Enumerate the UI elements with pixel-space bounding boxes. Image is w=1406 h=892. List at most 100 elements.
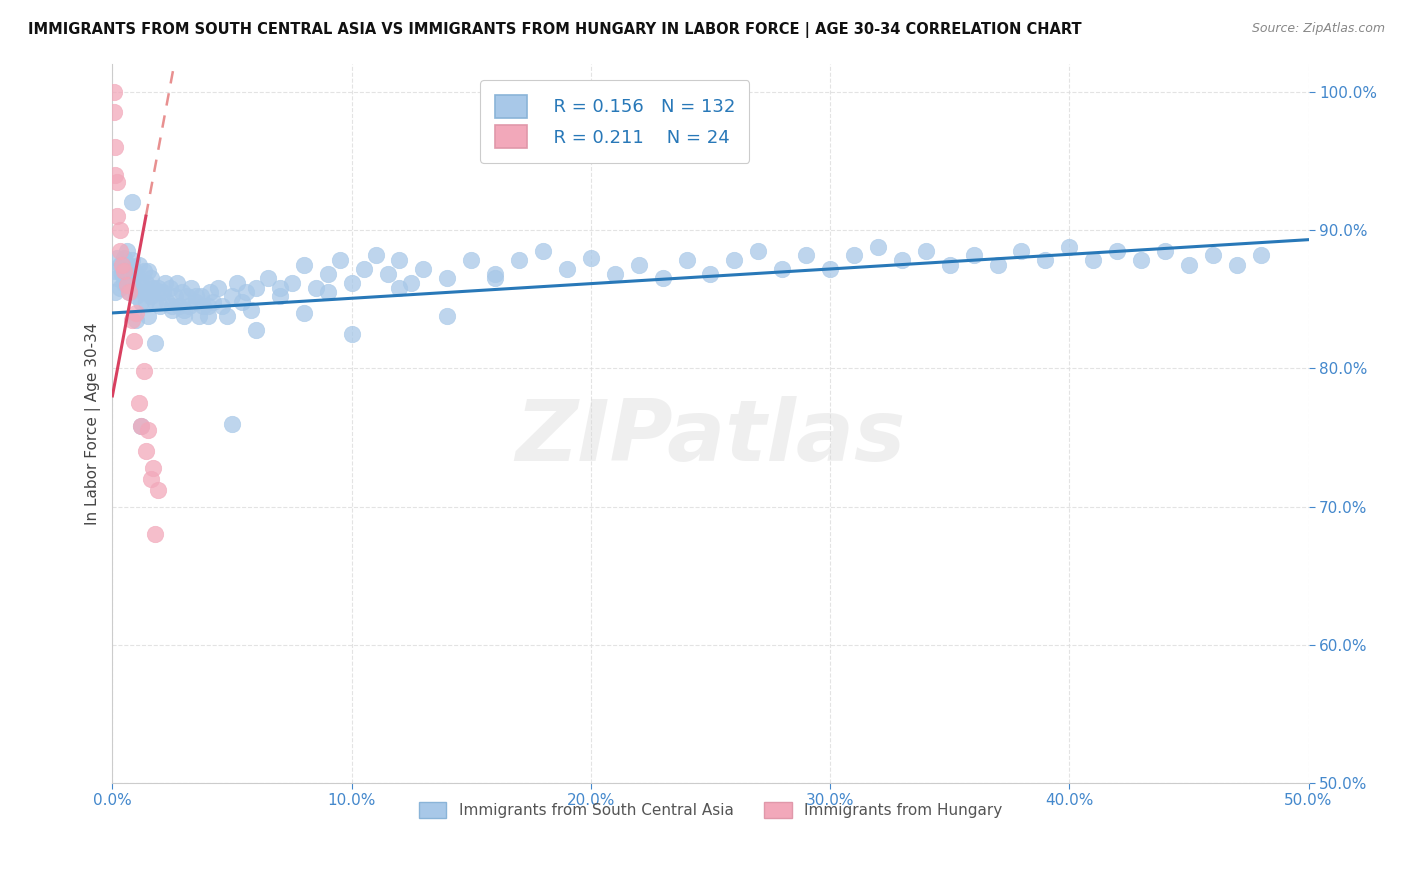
Point — [364, 248, 387, 262]
Point — [329, 253, 352, 268]
Point — [104, 168, 127, 182]
Point — [136, 285, 159, 300]
Point — [316, 285, 339, 300]
Point — [794, 248, 817, 262]
Point — [180, 281, 202, 295]
Point — [125, 313, 148, 327]
Point — [111, 258, 134, 272]
Point — [115, 244, 138, 258]
Point — [1250, 248, 1272, 262]
Point — [484, 271, 506, 285]
Point — [723, 253, 745, 268]
Point — [136, 309, 159, 323]
Point — [627, 258, 650, 272]
Point — [115, 261, 138, 276]
Point — [135, 276, 157, 290]
Point — [118, 258, 141, 272]
Point — [890, 253, 912, 268]
Point — [699, 267, 721, 281]
Point — [132, 264, 155, 278]
Point — [353, 261, 375, 276]
Point — [129, 419, 152, 434]
Point — [129, 276, 152, 290]
Point — [190, 289, 212, 303]
Point — [986, 258, 1008, 272]
Point — [173, 303, 195, 318]
Point — [231, 294, 253, 309]
Point — [139, 289, 162, 303]
Point — [1202, 248, 1225, 262]
Point — [118, 285, 141, 300]
Point — [197, 299, 219, 313]
Point — [1059, 239, 1081, 253]
Point — [118, 285, 141, 300]
Point — [153, 276, 176, 290]
Point — [460, 253, 482, 268]
Point — [129, 294, 152, 309]
Point — [200, 285, 222, 300]
Point — [747, 244, 769, 258]
Text: IMMIGRANTS FROM SOUTH CENTRAL ASIA VS IMMIGRANTS FROM HUNGARY IN LABOR FORCE | A: IMMIGRANTS FROM SOUTH CENTRAL ASIA VS IM… — [28, 22, 1081, 38]
Point — [105, 209, 128, 223]
Point — [257, 271, 280, 285]
Point — [121, 253, 143, 268]
Point — [962, 248, 984, 262]
Point — [160, 299, 183, 313]
Point — [146, 483, 169, 497]
Point — [149, 285, 172, 300]
Point — [108, 223, 131, 237]
Point — [132, 285, 155, 300]
Point — [108, 244, 131, 258]
Text: Source: ZipAtlas.com: Source: ZipAtlas.com — [1251, 22, 1385, 36]
Point — [207, 281, 229, 295]
Point — [412, 261, 434, 276]
Point — [240, 303, 263, 318]
Point — [1083, 253, 1105, 268]
Point — [818, 261, 841, 276]
Point — [112, 264, 135, 278]
Point — [166, 276, 188, 290]
Point — [938, 258, 960, 272]
Point — [377, 267, 399, 281]
Point — [281, 276, 304, 290]
Point — [170, 285, 193, 300]
Point — [555, 261, 578, 276]
Point — [152, 285, 174, 300]
Point — [603, 267, 626, 281]
Point — [125, 267, 148, 281]
Point — [186, 289, 208, 303]
Point — [169, 299, 191, 313]
Point — [1178, 258, 1201, 272]
Point — [105, 271, 128, 285]
Point — [128, 278, 150, 293]
Point — [211, 299, 233, 313]
Point — [163, 289, 186, 303]
Point — [292, 306, 315, 320]
Point — [388, 281, 411, 295]
Point — [145, 294, 167, 309]
Point — [108, 258, 131, 272]
Point — [388, 253, 411, 268]
Point — [914, 244, 936, 258]
Point — [316, 267, 339, 281]
Point — [1107, 244, 1129, 258]
Point — [269, 289, 291, 303]
Point — [122, 281, 145, 295]
Point — [305, 281, 328, 295]
Point — [156, 294, 179, 309]
Point — [104, 264, 127, 278]
Point — [149, 299, 172, 313]
Point — [193, 299, 215, 313]
Point — [104, 140, 127, 154]
Point — [139, 271, 162, 285]
Point — [531, 244, 554, 258]
Point — [770, 261, 793, 276]
Point — [122, 334, 145, 348]
Point — [1010, 244, 1032, 258]
Point — [1035, 253, 1057, 268]
Point — [484, 267, 506, 281]
Point — [508, 253, 530, 268]
Point — [176, 289, 198, 303]
Point — [436, 271, 458, 285]
Point — [1154, 244, 1177, 258]
